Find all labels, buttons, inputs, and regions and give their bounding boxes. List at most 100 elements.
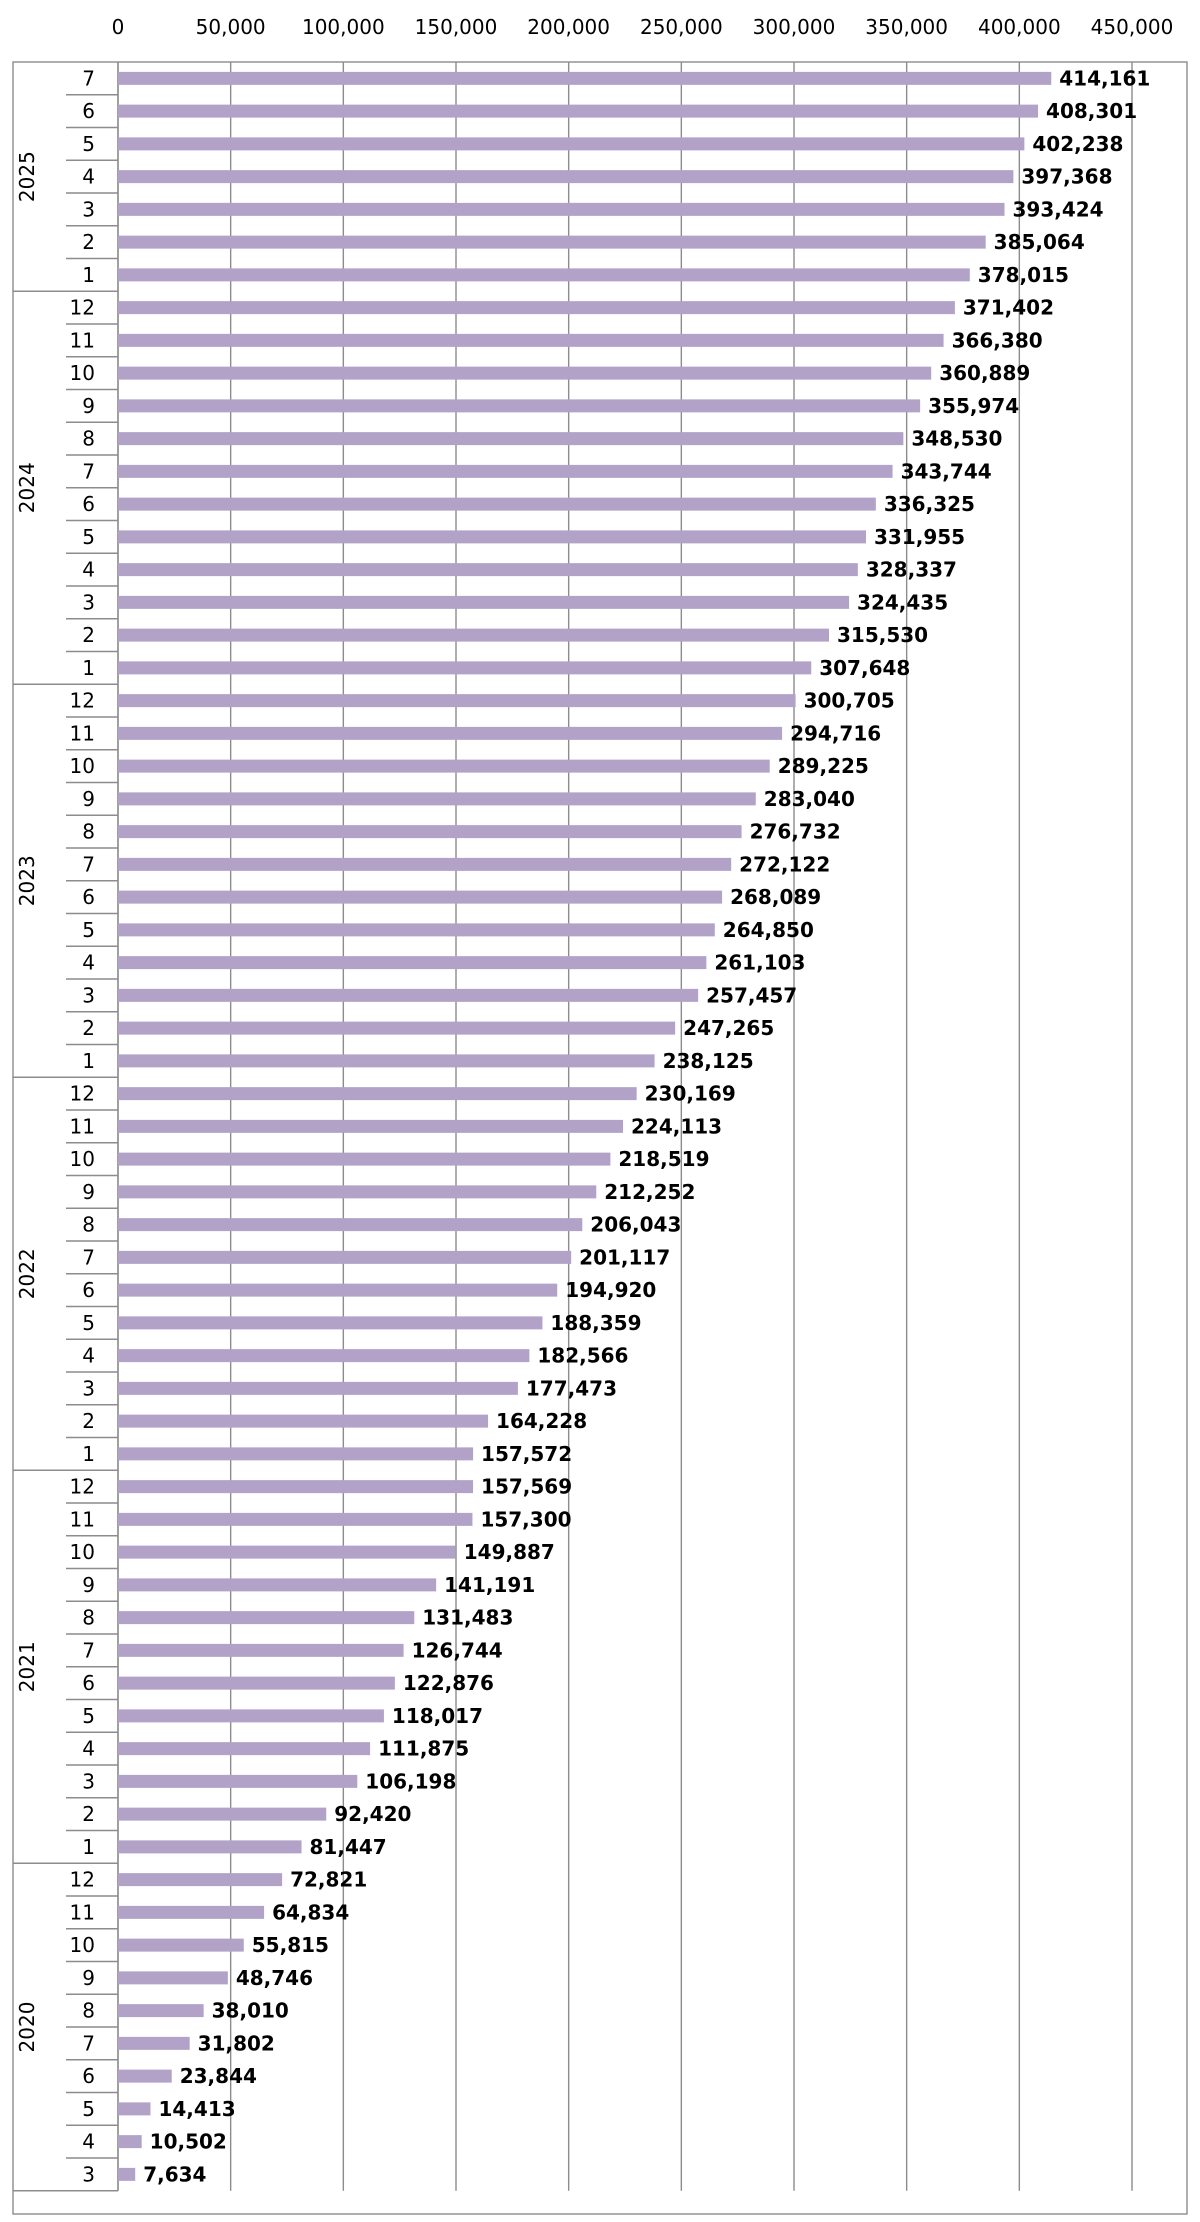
month-label: 8 bbox=[82, 820, 95, 844]
bar bbox=[118, 1676, 395, 1690]
data-label: 81,447 bbox=[310, 1835, 387, 1859]
data-label: 126,744 bbox=[412, 1638, 503, 1662]
data-label: 122,876 bbox=[403, 1671, 494, 1695]
month-label: 8 bbox=[82, 1213, 95, 1237]
month-label: 12 bbox=[70, 1082, 95, 1106]
month-label: 4 bbox=[82, 2130, 95, 2154]
data-label: 272,122 bbox=[739, 852, 830, 876]
bar bbox=[118, 595, 850, 609]
month-label: 11 bbox=[70, 1900, 95, 1924]
bar bbox=[118, 1381, 518, 1395]
data-label: 348,530 bbox=[911, 427, 1002, 451]
month-label: 1 bbox=[82, 656, 95, 680]
month-label: 9 bbox=[82, 1573, 95, 1597]
bar bbox=[118, 1905, 265, 1919]
bar bbox=[118, 268, 970, 282]
data-label: 328,337 bbox=[866, 558, 957, 582]
bar bbox=[118, 366, 932, 380]
bar bbox=[118, 464, 893, 478]
bar bbox=[118, 301, 955, 315]
bar bbox=[118, 661, 812, 675]
bar bbox=[118, 71, 1052, 85]
data-label: 238,125 bbox=[663, 1049, 754, 1073]
data-label: 182,566 bbox=[537, 1344, 628, 1368]
bar bbox=[118, 2102, 151, 2116]
month-label: 10 bbox=[70, 1933, 95, 1957]
data-label: 149,887 bbox=[464, 1540, 555, 1564]
data-label: 261,103 bbox=[714, 951, 805, 975]
data-label: 402,238 bbox=[1032, 132, 1123, 156]
month-label: 3 bbox=[82, 197, 95, 221]
year-label: 2025 bbox=[15, 151, 39, 202]
month-label: 1 bbox=[82, 1835, 95, 1859]
month-label: 10 bbox=[70, 1540, 95, 1564]
data-label: 366,380 bbox=[952, 328, 1043, 352]
bar bbox=[118, 759, 770, 773]
month-label: 5 bbox=[82, 1311, 95, 1335]
bar bbox=[118, 2167, 136, 2181]
month-label: 7 bbox=[82, 459, 95, 483]
data-label: 393,424 bbox=[1013, 197, 1104, 221]
data-label: 188,359 bbox=[550, 1311, 641, 1335]
data-label: 212,252 bbox=[604, 1180, 695, 1204]
bar bbox=[118, 1218, 583, 1232]
month-label: 7 bbox=[82, 66, 95, 90]
data-label: 206,043 bbox=[590, 1213, 681, 1237]
data-label: 289,225 bbox=[778, 754, 869, 778]
bar bbox=[118, 1873, 283, 1887]
data-label: 276,732 bbox=[750, 820, 841, 844]
month-label: 8 bbox=[82, 1606, 95, 1630]
data-label: 48,746 bbox=[236, 1966, 313, 1990]
data-label: 177,473 bbox=[526, 1376, 617, 1400]
bar bbox=[118, 432, 904, 446]
month-label: 7 bbox=[82, 1245, 95, 1269]
month-label: 4 bbox=[82, 951, 95, 975]
data-label: 360,889 bbox=[939, 361, 1030, 385]
month-label: 5 bbox=[82, 918, 95, 942]
bar bbox=[118, 497, 876, 511]
bar bbox=[118, 1545, 456, 1559]
bar bbox=[118, 2069, 172, 2083]
data-label: 157,300 bbox=[480, 1507, 571, 1531]
data-label: 300,705 bbox=[804, 689, 895, 713]
data-label: 343,744 bbox=[901, 459, 992, 483]
data-label: 257,457 bbox=[706, 983, 797, 1007]
month-label: 5 bbox=[82, 132, 95, 156]
data-label: 201,117 bbox=[579, 1245, 670, 1269]
bar bbox=[118, 1316, 543, 1330]
x-tick-label: 200,000 bbox=[527, 15, 610, 39]
bar bbox=[118, 1152, 611, 1166]
bar bbox=[118, 1709, 384, 1723]
bar bbox=[118, 1643, 404, 1657]
bar bbox=[118, 2135, 142, 2149]
chart-frame bbox=[12, 61, 1188, 2215]
month-label: 9 bbox=[82, 1966, 95, 1990]
data-label: 164,228 bbox=[496, 1409, 587, 1433]
data-label: 315,530 bbox=[837, 623, 928, 647]
month-label: 8 bbox=[82, 1999, 95, 2023]
bar bbox=[118, 1119, 624, 1133]
data-label: 7,634 bbox=[143, 2162, 206, 2186]
data-label: 378,015 bbox=[978, 263, 1069, 287]
data-label: 283,040 bbox=[764, 787, 855, 811]
bar bbox=[118, 1512, 473, 1526]
data-label: 31,802 bbox=[198, 2031, 275, 2055]
month-label: 10 bbox=[70, 754, 95, 778]
bar bbox=[118, 1938, 244, 1952]
bar bbox=[118, 1447, 474, 1461]
month-label: 4 bbox=[82, 558, 95, 582]
month-label: 5 bbox=[82, 2097, 95, 2121]
data-label: 224,113 bbox=[631, 1114, 722, 1138]
data-label: 64,834 bbox=[272, 1900, 349, 1924]
month-label: 11 bbox=[70, 721, 95, 745]
bar bbox=[118, 694, 796, 708]
month-label: 3 bbox=[82, 2162, 95, 2186]
data-label: 247,265 bbox=[683, 1016, 774, 1040]
data-label: 414,161 bbox=[1059, 66, 1150, 90]
month-label: 9 bbox=[82, 787, 95, 811]
month-label: 6 bbox=[82, 885, 95, 909]
bar bbox=[118, 1185, 597, 1199]
bar bbox=[118, 825, 742, 839]
